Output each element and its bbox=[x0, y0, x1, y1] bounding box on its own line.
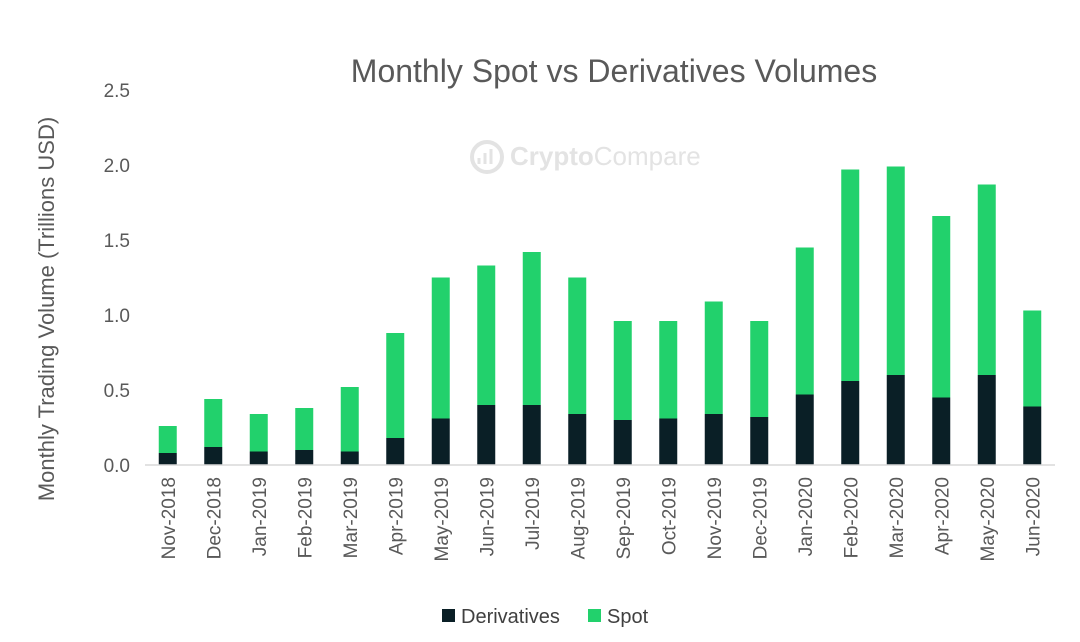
bar-spot-nov-2018 bbox=[158, 426, 177, 453]
bar-spot-sep-2019 bbox=[613, 321, 632, 420]
bar-derivatives-feb-2019 bbox=[295, 450, 314, 465]
x-tick-label: Oct-2019 bbox=[659, 477, 680, 555]
bar-spot-jan-2019 bbox=[249, 414, 268, 452]
legend-swatch-spot bbox=[588, 609, 601, 622]
bar-derivatives-feb-2020 bbox=[841, 381, 860, 465]
bar-derivatives-sep-2019 bbox=[613, 420, 632, 465]
bar-derivatives-mar-2019 bbox=[340, 451, 359, 465]
bar-spot-dec-2018 bbox=[204, 399, 223, 447]
x-tick-label: May-2020 bbox=[978, 477, 999, 562]
x-tick-label: Jul-2019 bbox=[523, 477, 544, 550]
bar-spot-nov-2019 bbox=[704, 301, 723, 414]
bar-derivatives-nov-2018 bbox=[158, 453, 177, 465]
y-tick-label: 2.0 bbox=[104, 156, 130, 177]
y-tick-label: 0.5 bbox=[104, 381, 130, 402]
x-tick-label: Jan-2019 bbox=[250, 477, 271, 556]
x-tick-label: Nov-2019 bbox=[705, 477, 726, 559]
bar-spot-mar-2019 bbox=[340, 387, 359, 452]
legend-label-derivatives: Derivatives bbox=[461, 606, 560, 628]
bar-derivatives-mar-2020 bbox=[886, 375, 905, 465]
x-tick-label: May-2019 bbox=[432, 477, 453, 562]
bar-spot-may-2019 bbox=[431, 277, 450, 419]
x-tick-label: Feb-2019 bbox=[295, 477, 316, 558]
bar-derivatives-apr-2020 bbox=[932, 397, 951, 465]
x-tick-label: Dec-2019 bbox=[750, 477, 771, 559]
x-tick-label: Jan-2020 bbox=[796, 477, 817, 556]
bar-spot-mar-2020 bbox=[886, 166, 905, 375]
legend-swatch-derivatives bbox=[442, 609, 455, 622]
x-tick-label: Mar-2019 bbox=[341, 477, 362, 558]
x-tick-label: Feb-2020 bbox=[841, 477, 862, 558]
bar-derivatives-dec-2018 bbox=[204, 447, 223, 465]
legend-label-spot: Spot bbox=[607, 606, 649, 628]
bar-derivatives-may-2020 bbox=[977, 375, 996, 465]
x-axis-ticks: Nov-2018 Dec-2018 Jan-2019 Feb-2019 Mar-2019… bbox=[159, 477, 1045, 562]
y-tick-label: 1.5 bbox=[104, 231, 130, 252]
x-tick-label: Nov-2018 bbox=[159, 477, 180, 559]
x-tick-label: Jun-2020 bbox=[1023, 477, 1044, 556]
bar-spot-jun-2019 bbox=[477, 265, 496, 405]
x-tick-label: Jun-2019 bbox=[477, 477, 498, 556]
bar-derivatives-nov-2019 bbox=[704, 414, 723, 465]
y-tick-label: 0.0 bbox=[104, 456, 130, 477]
bar-spot-oct-2019 bbox=[659, 321, 678, 419]
y-tick-label: 2.5 bbox=[104, 81, 130, 102]
y-axis-label: Monthly Trading Volume (Trillions USD) bbox=[34, 117, 59, 501]
bar-derivatives-oct-2019 bbox=[659, 418, 678, 465]
bar-spot-apr-2020 bbox=[932, 216, 951, 398]
bar-spot-jul-2019 bbox=[522, 252, 541, 405]
bar-spot-aug-2019 bbox=[568, 277, 587, 414]
bar-spot-feb-2020 bbox=[841, 169, 860, 381]
bar-derivatives-aug-2019 bbox=[568, 414, 587, 465]
y-axis-ticks: 0.0 0.5 1.0 1.5 2.0 2.5 bbox=[104, 81, 130, 477]
bar-derivatives-jul-2019 bbox=[522, 405, 541, 465]
legend: Derivatives Spot bbox=[442, 606, 649, 628]
bars bbox=[158, 166, 1042, 465]
x-tick-label: Aug-2019 bbox=[568, 477, 589, 559]
watermark: CryptoCompare bbox=[470, 140, 701, 174]
x-tick-label: Dec-2018 bbox=[204, 477, 225, 559]
x-tick-label: Apr-2020 bbox=[932, 477, 953, 555]
bar-spot-may-2020 bbox=[977, 184, 996, 375]
bar-spot-dec-2019 bbox=[750, 321, 769, 417]
watermark-text: CryptoCompare bbox=[510, 141, 701, 171]
bar-derivatives-may-2019 bbox=[431, 418, 450, 465]
bar-derivatives-apr-2019 bbox=[386, 438, 405, 465]
bar-derivatives-dec-2019 bbox=[750, 417, 769, 465]
bar-spot-feb-2019 bbox=[295, 408, 314, 450]
bar-spot-apr-2019 bbox=[386, 333, 405, 438]
y-tick-label: 1.0 bbox=[104, 306, 130, 327]
x-tick-label: Apr-2019 bbox=[386, 477, 407, 555]
bar-spot-jan-2020 bbox=[795, 247, 814, 395]
bar-derivatives-jun-2020 bbox=[1023, 406, 1042, 465]
bar-spot-jun-2020 bbox=[1023, 310, 1042, 407]
bar-derivatives-jan-2019 bbox=[249, 451, 268, 465]
bar-derivatives-jan-2020 bbox=[795, 394, 814, 465]
chart-title: Monthly Spot vs Derivatives Volumes bbox=[351, 53, 877, 89]
x-tick-label: Mar-2020 bbox=[887, 477, 908, 558]
x-tick-label: Sep-2019 bbox=[614, 477, 635, 559]
bar-derivatives-jun-2019 bbox=[477, 405, 496, 465]
